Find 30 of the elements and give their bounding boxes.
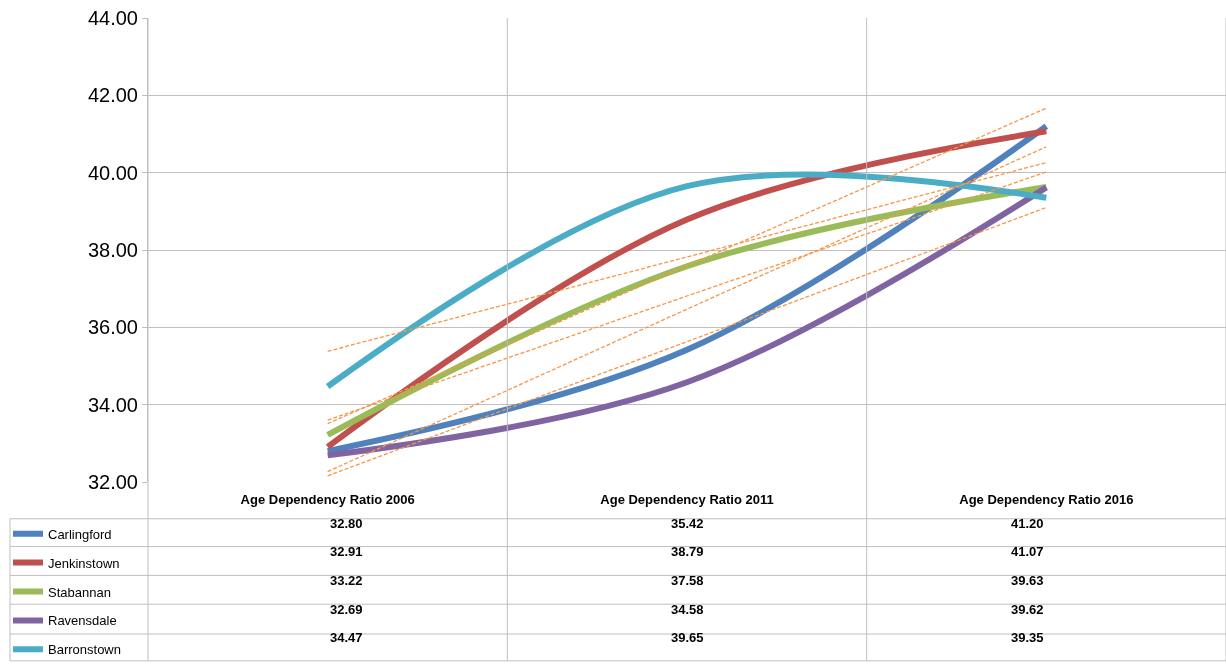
data-label: 34.47 bbox=[330, 630, 363, 645]
y-tick-label: 32.00 bbox=[87, 471, 138, 493]
legend-label: Stabannan bbox=[48, 584, 111, 600]
data-label: 38.79 bbox=[671, 544, 704, 559]
data-label: 39.63 bbox=[1011, 573, 1044, 588]
data-label: 32.91 bbox=[330, 544, 363, 559]
y-tick-label: 42.00 bbox=[87, 84, 138, 107]
data-label: 39.35 bbox=[1011, 630, 1044, 645]
legend-label: Barronstown bbox=[48, 642, 121, 658]
legend-label: Carlingford bbox=[48, 526, 112, 542]
y-tick-label: 34.00 bbox=[87, 393, 138, 416]
x-tick-label: Age Dependency Ratio 2006 bbox=[240, 492, 415, 507]
data-label: 35.42 bbox=[671, 516, 704, 531]
data-label: 41.20 bbox=[1011, 516, 1044, 531]
data-label: 32.80 bbox=[330, 516, 363, 531]
y-tick-label: 40.00 bbox=[87, 161, 138, 184]
data-label: 33.22 bbox=[330, 573, 363, 588]
data-label: 32.69 bbox=[330, 602, 363, 617]
data-label: 41.07 bbox=[1011, 544, 1044, 559]
data-label: 39.62 bbox=[1011, 602, 1044, 617]
y-tick-label: 36.00 bbox=[87, 316, 138, 339]
x-tick-label: Age Dependency Ratio 2016 bbox=[959, 492, 1134, 507]
legend-label: Jenkinstown bbox=[48, 555, 120, 571]
y-tick-label: 38.00 bbox=[87, 239, 138, 261]
data-label: 34.58 bbox=[671, 602, 704, 617]
legend-label: Ravensdale bbox=[48, 613, 117, 629]
y-tick-label: 44.00 bbox=[87, 7, 138, 29]
x-tick-label: Age Dependency Ratio 2011 bbox=[600, 492, 774, 507]
data-label: 39.65 bbox=[671, 630, 704, 645]
data-label: 37.58 bbox=[671, 573, 704, 588]
